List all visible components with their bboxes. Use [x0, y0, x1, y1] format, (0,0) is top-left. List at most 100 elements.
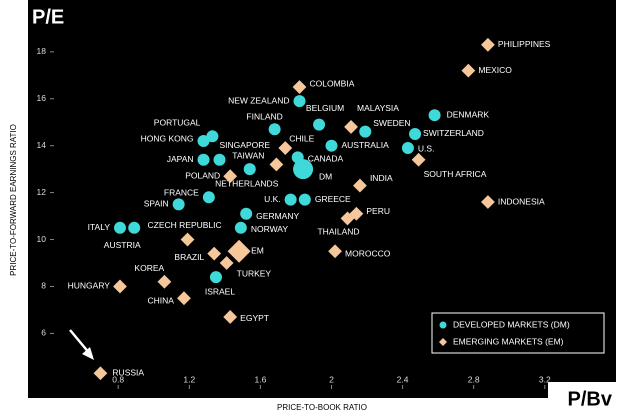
em-point — [223, 169, 238, 184]
em-point — [113, 279, 127, 294]
point-label: SOUTH AFRICA — [424, 169, 487, 179]
point-label: FINLAND — [246, 112, 282, 122]
em-point — [340, 211, 355, 226]
em-point — [180, 232, 195, 247]
point-label: POLAND — [185, 170, 220, 180]
em-point — [177, 291, 191, 306]
point-label: NEW ZEALAND — [228, 95, 289, 105]
point-label: NETHERLANDS — [215, 178, 279, 188]
point-label: ITALY — [88, 222, 111, 232]
point-label: CANADA — [308, 154, 344, 164]
point-label: HUNGARY — [68, 281, 111, 291]
dm-point — [298, 193, 311, 206]
russia-arrow — [69, 329, 94, 360]
y-tick-label: 10 — [37, 234, 47, 244]
em-point — [344, 120, 358, 134]
y-tick-label: 16 — [37, 93, 47, 103]
point-label: U.K. — [264, 194, 281, 204]
chart-title: P/E — [32, 6, 64, 28]
x-tick-label: 2.4 — [397, 374, 409, 384]
x-tick-label: 2 — [329, 374, 334, 384]
point-label: GERMANY — [256, 211, 299, 221]
em-point — [278, 141, 293, 155]
point-label: MALAYSIA — [357, 103, 399, 113]
x-short-label: P/Bv — [568, 388, 613, 410]
y-tick-label: 14 — [37, 140, 47, 150]
point-label: SINGAPORE — [220, 140, 271, 150]
point-label: NORWAY — [251, 224, 288, 234]
dm-point — [313, 118, 326, 131]
dm-point — [268, 123, 281, 136]
point-label: BELGIUM — [306, 103, 344, 113]
dm-point — [113, 221, 126, 234]
em-point — [411, 152, 426, 167]
x-tick-label: 2.8 — [468, 374, 480, 384]
em-point — [93, 366, 108, 381]
legend-label: DEVELOPED MARKETS (DM) — [453, 319, 570, 329]
dm-point — [401, 142, 414, 155]
point-label: GREECE — [315, 194, 351, 204]
legend-marker — [439, 321, 447, 329]
point-label: CZECH REPUBLIC — [148, 220, 222, 230]
point-label: U.S. — [418, 143, 435, 153]
dm-point — [293, 95, 306, 108]
em-point — [481, 195, 495, 209]
dm-point — [206, 130, 219, 143]
x-tick-label: 1.6 — [254, 374, 266, 384]
point-label: THAILAND — [317, 227, 359, 237]
point-label: SPAIN — [144, 199, 169, 209]
point-label: MEXICO — [478, 65, 512, 75]
point-label: SWEDEN — [373, 118, 410, 128]
dm-point — [172, 198, 185, 211]
dm-point — [325, 139, 338, 152]
point-label: MOROCCO — [345, 249, 391, 259]
x-tick-label: 0.8 — [112, 374, 124, 384]
point-label: CHILE — [289, 133, 314, 143]
em-point — [269, 157, 284, 172]
point-label: CHINA — [148, 295, 175, 305]
dm-point — [197, 135, 210, 147]
point-label: PORTUGAL — [154, 118, 201, 128]
point-label: COLOMBIA — [310, 78, 355, 88]
dm-point — [240, 207, 253, 220]
dm-point — [293, 159, 314, 180]
y-tick-label: 18 — [37, 46, 47, 56]
point-label: PHILIPPINES — [498, 39, 551, 49]
point-label: TURKEY — [237, 268, 272, 278]
em-point — [353, 178, 367, 193]
y-tick-label: 12 — [37, 187, 47, 197]
point-label: EGYPT — [240, 313, 269, 323]
x-tick-label: 1.2 — [183, 374, 195, 384]
point-label: AUSTRIA — [104, 240, 141, 250]
point-label: INDONESIA — [498, 196, 545, 206]
dm-point — [209, 271, 222, 284]
dm-point — [197, 153, 210, 166]
y-tick-label: 8 — [41, 281, 46, 291]
point-label: DM — [319, 171, 332, 181]
dm-point — [284, 193, 297, 206]
em-point — [157, 274, 172, 289]
point-label: INDIA — [370, 173, 393, 183]
em-point — [328, 244, 342, 259]
point-label: ISRAEL — [205, 286, 236, 296]
dm-point — [128, 221, 141, 234]
x-short-label-background — [548, 382, 616, 416]
dm-point — [202, 191, 215, 204]
point-label: TAIWAN — [232, 151, 264, 161]
arrow-head — [82, 347, 94, 360]
point-label: EM — [251, 246, 264, 256]
legend-marker — [439, 338, 447, 346]
em-point — [207, 246, 222, 261]
point-label: DENMARK — [447, 109, 490, 119]
point-label: FRANCE — [164, 188, 199, 198]
em-point — [219, 256, 234, 270]
point-label: RUSSIA — [112, 368, 144, 378]
dm-point — [243, 163, 256, 176]
dm-point — [428, 109, 441, 122]
dm-point — [409, 127, 422, 140]
em-point — [461, 63, 476, 78]
dm-point — [359, 125, 372, 138]
dm-point — [234, 221, 247, 234]
